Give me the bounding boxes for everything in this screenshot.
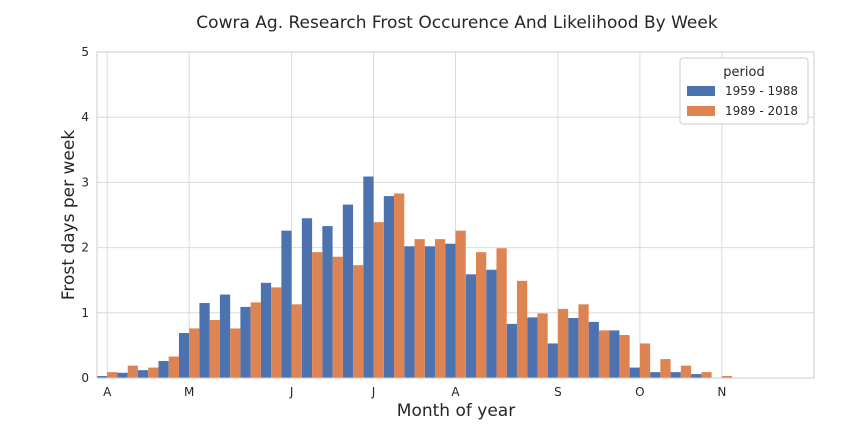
bar-1989-2018 (435, 239, 446, 378)
x-tick-label: J (289, 385, 294, 399)
y-axis-label: Frost days per week (59, 130, 79, 300)
bar-1959-1988 (137, 370, 149, 378)
bar-1959-1988 (117, 372, 128, 378)
legend-label-1959-1988: 1959 - 1988 (725, 84, 798, 98)
y-tick-label: 4 (81, 110, 89, 124)
bar-1989-2018 (312, 252, 323, 378)
bar-1989-2018 (475, 252, 487, 378)
bar-1989-2018 (660, 359, 671, 378)
bar-1959-1988 (568, 318, 579, 378)
x-tick-label: J (371, 385, 376, 399)
bar-1959-1988 (486, 269, 497, 378)
bar-1989-2018 (619, 334, 630, 378)
bar-1959-1988 (178, 333, 190, 378)
bar-1989-2018 (578, 304, 589, 378)
bar-1959-1988 (465, 274, 476, 378)
bar-1989-2018 (639, 343, 651, 378)
chart-title: Cowra Ag. Research Frost Occurence And L… (196, 13, 718, 33)
bar-1959-1988 (629, 367, 640, 378)
legend-swatch-1959-1988 (687, 86, 715, 96)
bar-1959-1988 (97, 376, 108, 378)
bar-1989-2018 (250, 302, 261, 378)
bar-1989-2018 (394, 193, 405, 378)
bar-1989-2018 (701, 372, 712, 378)
x-tick-label: S (554, 385, 562, 399)
bar-1989-2018 (209, 319, 220, 378)
plot-frame (96, 51, 815, 379)
bar-1989-2018 (455, 230, 466, 378)
y-tick-label: 0 (81, 371, 89, 385)
bar-1989-2018 (496, 248, 507, 378)
y-tick-label: 1 (81, 306, 89, 320)
bar-1989-2018 (680, 365, 692, 378)
bar-1959-1988 (527, 317, 538, 378)
y-tick-label: 3 (81, 175, 89, 189)
bar-1989-2018 (557, 308, 569, 378)
bar-1989-2018 (168, 356, 179, 378)
bar-1959-1988 (609, 330, 620, 378)
bar-1989-2018 (291, 304, 302, 378)
bar-1959-1988 (445, 243, 456, 378)
bar-1959-1988 (199, 303, 210, 378)
bar-1989-2018 (537, 313, 548, 378)
x-tick-label: A (451, 385, 460, 399)
y-ticks: 0 1 2 3 4 5 (81, 45, 89, 385)
bar-1959-1988 (691, 374, 702, 378)
bar-1989-2018 (353, 265, 364, 378)
bar-1989-2018 (373, 222, 384, 378)
bar-1959-1988 (547, 343, 558, 378)
x-tick-label: O (635, 385, 644, 399)
bar-1989-2018 (189, 328, 200, 378)
y-tick-label: 2 (81, 241, 89, 255)
legend: period 1959 - 1988 1989 - 2018 (679, 57, 809, 125)
bar-1989-2018 (332, 256, 343, 378)
x-tick-label: A (103, 385, 112, 399)
bar-1989-2018 (127, 365, 138, 378)
bar-1959-1988 (588, 321, 599, 378)
bar-1959-1988 (342, 204, 354, 378)
bar-1959-1988 (301, 218, 313, 378)
bar-1989-2018 (721, 376, 733, 378)
bars (97, 176, 733, 378)
bar-1959-1988 (670, 372, 681, 378)
bar-1989-2018 (148, 367, 159, 378)
bar-1989-2018 (598, 330, 610, 378)
bar-1959-1988 (506, 323, 517, 378)
x-tick-label: M (184, 385, 194, 399)
bar-1989-2018 (516, 280, 528, 378)
bar-1959-1988 (363, 176, 374, 378)
bar-1989-2018 (230, 328, 241, 378)
bar-1959-1988 (158, 361, 169, 378)
bar-1959-1988 (404, 246, 415, 378)
legend-swatch-1989-2018 (687, 106, 715, 116)
bar-1959-1988 (383, 196, 395, 378)
bar-1989-2018 (271, 287, 282, 378)
x-tick-label: N (717, 385, 726, 399)
y-tick-label: 5 (81, 45, 89, 59)
bar-1959-1988 (260, 282, 272, 378)
bar-1959-1988 (281, 230, 292, 378)
bar-1989-2018 (107, 372, 118, 378)
bar-1959-1988 (424, 246, 436, 378)
bar-1959-1988 (240, 306, 251, 378)
legend-label-1989-2018: 1989 - 2018 (725, 104, 798, 118)
x-axis-label: Month of year (397, 401, 515, 421)
bar-1959-1988 (219, 294, 231, 378)
bar-1959-1988 (322, 226, 333, 378)
bar-1959-1988 (650, 372, 661, 378)
legend-title: period (723, 65, 764, 80)
bar-1989-2018 (414, 239, 425, 378)
